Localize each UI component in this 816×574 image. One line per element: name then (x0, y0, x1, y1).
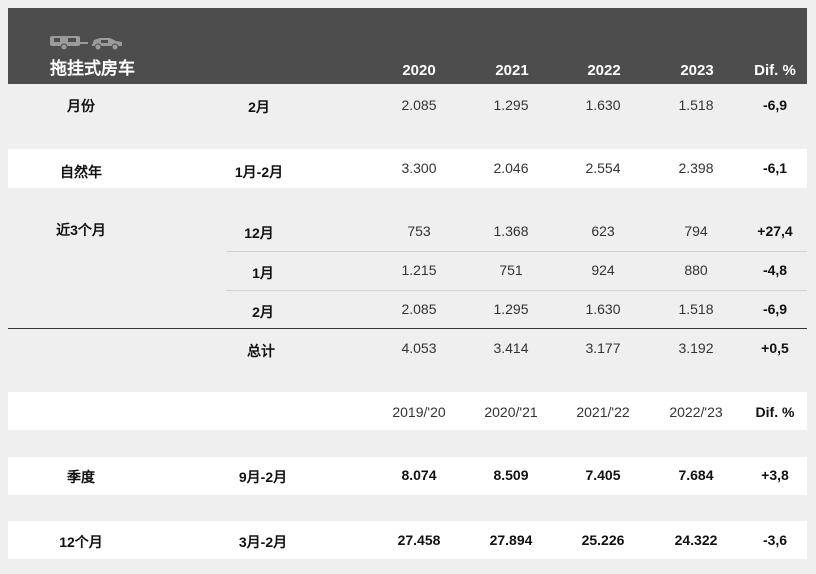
cell-value: 2.398 (678, 160, 714, 176)
cell-value: 8.509 (493, 467, 529, 483)
cell-value: 8.074 (401, 467, 437, 483)
cell-diff: +3,8 (761, 467, 789, 483)
row-divider (226, 290, 807, 291)
row-period: 3月-2月 (238, 534, 288, 550)
cell-diff: -3,6 (762, 532, 788, 548)
cell-value: 24.322 (674, 532, 718, 548)
cell-value: 2.085 (401, 301, 437, 317)
row-total-label: 总计 (247, 343, 275, 359)
row-label: 季度 (67, 469, 95, 485)
cell-value: 1.215 (401, 262, 437, 278)
table-header: 拖挂式房车 2020 2021 2022 2023 Dif. % (8, 8, 807, 84)
cell-value: 3.192 (678, 340, 714, 356)
cell-value: 2.046 (493, 160, 529, 176)
cell-value: 7.684 (678, 467, 714, 483)
cell-value: 2.554 (585, 160, 621, 176)
row-period: 9月-2月 (238, 469, 288, 485)
cell-value: 924 (591, 262, 615, 278)
cell-value: 1.518 (678, 97, 714, 113)
cell-value: 2.085 (401, 97, 437, 113)
cell-value: 794 (684, 223, 708, 239)
row-label: 12个月 (59, 534, 103, 550)
row-label: 月份 (67, 98, 95, 114)
col-header-2020: 2020 (402, 62, 436, 79)
cell-value: 7.405 (585, 467, 621, 483)
cell-value: 25.226 (581, 532, 625, 548)
cell-diff: -4,8 (762, 262, 788, 278)
season-col-header: 2021/'22 (576, 404, 630, 420)
row-label: 自然年 (60, 164, 102, 180)
table-title: 拖挂式房车 (50, 59, 135, 78)
cell-value: 1.630 (585, 301, 621, 317)
season-col-header-diff: Dif. % (755, 404, 795, 420)
cell-value: 623 (591, 223, 615, 239)
cell-value: 27.894 (489, 532, 533, 548)
col-header-diff: Dif. % (754, 62, 796, 79)
cell-value: 1.518 (678, 301, 714, 317)
cell-value: 3.177 (585, 340, 621, 356)
cell-value: 1.295 (493, 301, 529, 317)
cell-diff: +27,4 (757, 223, 793, 239)
row-period: 12月 (244, 225, 274, 241)
season-col-header: 2022/'23 (669, 404, 723, 420)
cell-value: 1.368 (493, 223, 529, 239)
total-divider (8, 328, 807, 329)
row-period: 2月 (252, 304, 274, 320)
car-icon (92, 38, 122, 51)
cell-value: 4.053 (401, 340, 437, 356)
col-header-2022: 2022 (587, 62, 621, 79)
cell-value: 3.414 (493, 340, 529, 356)
cell-value: 3.300 (401, 160, 437, 176)
cell-value: 880 (684, 262, 708, 278)
cell-value: 753 (407, 223, 431, 239)
cell-value: 751 (499, 262, 523, 278)
cell-diff: +0,5 (761, 340, 789, 356)
row-period: 1月-2月 (234, 164, 284, 180)
cell-diff: -6,1 (762, 160, 788, 176)
row-period: 2月 (248, 99, 270, 115)
col-header-2023: 2023 (680, 62, 714, 79)
row-label: 近3个月 (56, 222, 106, 238)
season-col-header: 2019/'20 (392, 404, 446, 420)
cell-diff: -6,9 (762, 301, 788, 317)
table-row-ytd (8, 149, 807, 188)
row-period: 1月 (252, 265, 274, 281)
cell-diff: -6,9 (762, 97, 788, 113)
caravan-icon (50, 36, 88, 51)
cell-value: 27.458 (397, 532, 441, 548)
cell-value: 1.295 (493, 97, 529, 113)
vehicle-icons (50, 36, 122, 51)
season-header-row (8, 392, 807, 430)
table-row-season (8, 457, 807, 495)
cell-value: 1.630 (585, 97, 621, 113)
col-header-2021: 2021 (495, 62, 529, 79)
row-divider (226, 251, 807, 252)
table-row-twelve-months (8, 521, 807, 559)
season-col-header: 2020/'21 (484, 404, 538, 420)
